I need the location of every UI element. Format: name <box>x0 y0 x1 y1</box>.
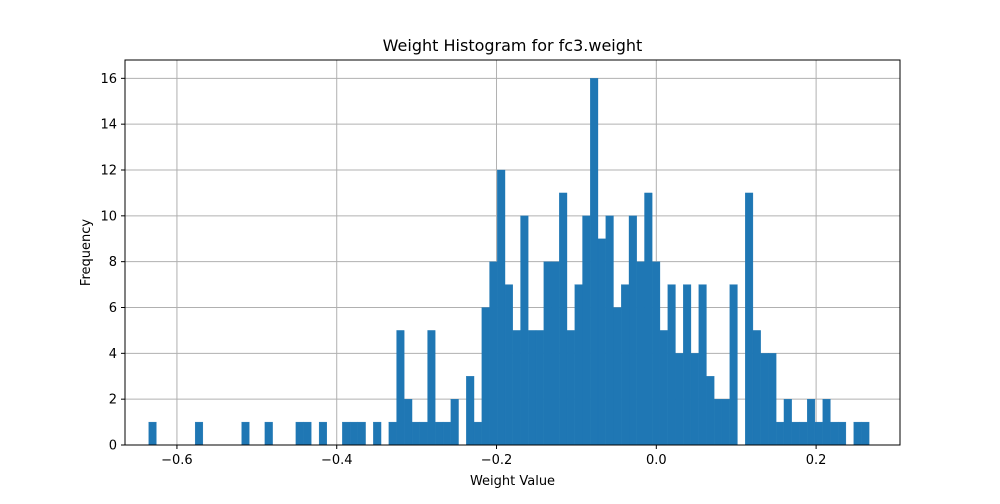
x-tick-label: −0.2 <box>481 453 513 468</box>
histogram-bar <box>721 399 730 446</box>
y-tick-label: 12 <box>100 164 117 179</box>
y-tick-label: 6 <box>109 301 117 316</box>
histogram-bar <box>481 307 490 446</box>
histogram-bar <box>636 261 645 446</box>
histogram-bar <box>861 421 870 446</box>
histogram-bar <box>543 261 552 446</box>
y-tick-label: 0 <box>109 439 117 454</box>
histogram-bar <box>574 284 583 446</box>
histogram-bar <box>706 376 715 446</box>
histogram-bar <box>760 353 769 446</box>
histogram-bar <box>148 421 157 446</box>
plot-frame <box>124 59 901 446</box>
histogram-bar <box>388 421 397 446</box>
histogram-bar <box>318 421 327 446</box>
x-tick-label: 0.0 <box>646 453 667 468</box>
histogram-bar <box>551 261 560 446</box>
bars-layer <box>148 78 870 446</box>
histogram-bar <box>357 421 366 446</box>
histogram-bar <box>597 238 606 446</box>
x-axis-label: Weight Value <box>470 474 555 489</box>
histogram-bar <box>621 284 630 446</box>
histogram-bar <box>528 330 537 446</box>
histogram-bar <box>690 353 699 446</box>
histogram-bar <box>427 330 436 446</box>
histogram-bar <box>342 421 351 446</box>
histogram-bar <box>411 421 420 446</box>
histogram-bar <box>582 215 591 446</box>
y-tick-label: 8 <box>109 255 117 270</box>
histogram-bar <box>520 215 529 446</box>
histogram-bar <box>535 330 544 446</box>
histogram-bar <box>783 399 792 446</box>
histogram-bar <box>435 421 444 446</box>
y-tick-label: 2 <box>109 393 117 408</box>
histogram-bar <box>613 307 622 446</box>
histogram-bar <box>566 330 575 446</box>
histogram-bar <box>404 399 413 446</box>
histogram-bar <box>512 330 521 446</box>
histogram-bar <box>814 421 823 446</box>
y-tick-label: 16 <box>100 72 117 87</box>
histogram-bar <box>683 284 692 446</box>
histogram-bar <box>768 353 777 446</box>
histogram-bar <box>830 421 839 446</box>
histogram-bar <box>419 421 428 446</box>
histogram-bar <box>590 78 599 446</box>
histogram-bar <box>822 399 831 446</box>
histogram-bar <box>838 421 847 446</box>
histogram-bar <box>497 169 506 446</box>
histogram-bar <box>628 215 637 446</box>
ticks-layer: −0.6 −0.4 −0.2 0.0 0.2 0 2 4 6 8 10 12 14 16 <box>100 72 826 468</box>
histogram-bar <box>791 421 800 446</box>
histogram-bar <box>605 215 614 446</box>
histogram-bar <box>675 353 684 446</box>
histogram-bar <box>652 261 661 446</box>
histogram-bar <box>807 399 816 446</box>
histogram-bar <box>714 399 723 446</box>
histogram-bar <box>698 284 707 446</box>
y-tick-label: 4 <box>109 347 117 362</box>
chart-title: Weight Histogram for fc3.weight <box>383 36 643 55</box>
histogram-bar <box>489 261 498 446</box>
histogram-bar <box>373 421 382 446</box>
histogram-bar <box>194 421 204 446</box>
histogram-bar <box>776 421 785 446</box>
histogram-bar <box>396 330 405 446</box>
histogram-bar <box>450 399 459 446</box>
y-axis-label: Frequency <box>79 219 94 286</box>
histogram-bar <box>667 284 676 446</box>
histogram-bar <box>504 284 513 446</box>
y-tick-label: 10 <box>100 209 117 224</box>
histogram-bar <box>442 421 451 446</box>
histogram-bar <box>752 330 761 446</box>
x-tick-label: −0.4 <box>321 453 353 468</box>
histogram-bar <box>559 192 568 446</box>
histogram-bar <box>264 421 273 446</box>
histogram-bar <box>295 421 304 446</box>
histogram-bar <box>349 421 358 446</box>
x-tick-label: 0.2 <box>806 453 827 468</box>
histogram-bar <box>853 421 862 446</box>
x-tick-label: −0.6 <box>161 453 193 468</box>
histogram-bar <box>473 421 482 446</box>
histogram-bar <box>466 376 475 446</box>
histogram-bar <box>659 330 668 446</box>
histogram-bar <box>745 192 754 446</box>
histogram-bar <box>241 421 250 446</box>
histogram-bar <box>644 192 653 446</box>
histogram-bar <box>799 421 808 446</box>
y-tick-label: 14 <box>100 118 117 133</box>
histogram-bar <box>303 421 312 446</box>
histogram-bar <box>729 284 738 446</box>
